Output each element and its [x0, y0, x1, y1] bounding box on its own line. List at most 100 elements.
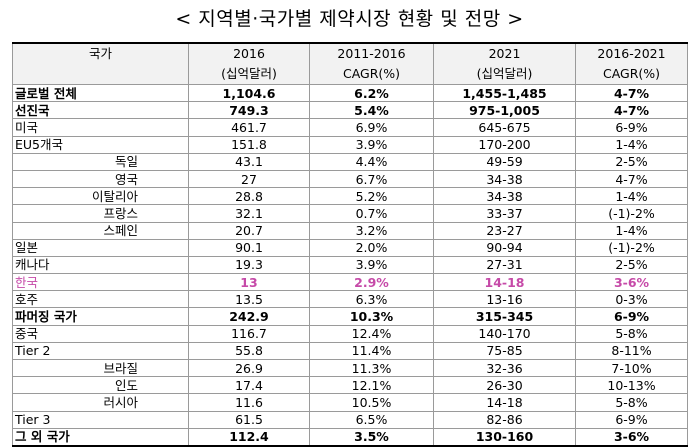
- country-name: 미국: [12, 118, 189, 137]
- value-2016: 28.8: [188, 187, 310, 206]
- cagr-2011-2016: 11.3%: [309, 358, 434, 378]
- cagr-2011-2016: 10.3%: [309, 307, 434, 326]
- cagr-2011-2016: 6.5%: [309, 410, 434, 429]
- cagr-2016-2021: 1-4%: [575, 221, 688, 240]
- value-2021: 26-30: [433, 376, 576, 395]
- value-2021: 34-38: [433, 169, 576, 189]
- value-2016: 20.7: [188, 221, 310, 240]
- header-country-blank: [12, 64, 189, 85]
- country-name: Tier 3: [12, 410, 189, 429]
- value-2021: 170-200: [433, 135, 576, 154]
- table-row: 캐나다 19.3 3.9% 27-31 2-5%: [12, 255, 688, 275]
- country-name: 선진국: [12, 101, 189, 120]
- country-name: 스페인: [12, 221, 189, 240]
- value-2016: 242.9: [188, 307, 310, 326]
- value-2021: 975-1,005: [433, 101, 576, 120]
- value-2016: 13.5: [188, 290, 310, 309]
- country-name: 한국: [12, 273, 189, 292]
- cagr-2016-2021: 3-6%: [575, 273, 688, 292]
- value-2016: 151.8: [188, 135, 310, 154]
- table-row: 호주 13.5 6.3% 13-16 0-3%: [12, 290, 688, 309]
- value-2021: 140-170: [433, 324, 576, 343]
- value-2016: 61.5: [188, 410, 310, 429]
- table-row: Tier 2 55.8 11.4% 75-85 8-11%: [12, 341, 688, 361]
- cagr-2011-2016: 11.4%: [309, 341, 434, 361]
- cagr-2011-2016: 6.7%: [309, 169, 434, 189]
- cagr-2011-2016: 10.5%: [309, 393, 434, 412]
- value-2021: 645-675: [433, 118, 576, 137]
- country-name: EU5개국: [12, 135, 189, 154]
- cagr-2011-2016: 6.2%: [309, 83, 434, 103]
- table-row: 브라질 26.9 11.3% 32-36 7-10%: [12, 358, 688, 378]
- value-2021: 34-38: [433, 187, 576, 206]
- value-2016: 1,104.6: [188, 83, 310, 103]
- cagr-2016-2021: 3-6%: [575, 427, 688, 447]
- cagr-2011-2016: 3.9%: [309, 135, 434, 154]
- header-2016: 2016: [188, 42, 310, 64]
- table-row: EU5개국 151.8 3.9% 170-200 1-4%: [12, 135, 688, 154]
- country-name: 이탈리아: [12, 187, 189, 206]
- cagr-2016-2021: 4-7%: [575, 101, 688, 120]
- value-2016: 13: [188, 273, 310, 292]
- cagr-2016-2021: 2-5%: [575, 152, 688, 171]
- table-row: Tier 3 61.5 6.5% 82-86 6-9%: [12, 410, 688, 429]
- value-2021: 1,455-1,485: [433, 83, 576, 103]
- country-name: 파머징 국가: [12, 307, 189, 326]
- cagr-2011-2016: 2.9%: [309, 273, 434, 292]
- country-name: 인도: [12, 376, 189, 395]
- cagr-2011-2016: 3.2%: [309, 221, 434, 240]
- cagr-2016-2021: 10-13%: [575, 376, 688, 395]
- table-row: 스페인 20.7 3.2% 23-27 1-4%: [12, 221, 688, 240]
- value-2016: 90.1: [188, 238, 310, 257]
- table-row: 선진국 749.3 5.4% 975-1,005 4-7%: [12, 101, 688, 120]
- cagr-2011-2016: 3.9%: [309, 255, 434, 275]
- value-2016: 11.6: [188, 393, 310, 412]
- header-row-top: 국가 2016 2011-2016 2021 2016-2021: [12, 42, 688, 64]
- country-name: 그 외 국가: [12, 427, 189, 447]
- table-row: 그 외 국가 112.4 3.5% 130-160 3-6%: [12, 427, 688, 447]
- value-2016: 461.7: [188, 118, 310, 137]
- pharma-market-table: 국가 2016 2011-2016 2021 2016-2021 (십억달러) …: [12, 42, 688, 447]
- table-row: 미국 461.7 6.9% 645-675 6-9%: [12, 118, 688, 137]
- value-2016: 27: [188, 169, 310, 189]
- header-2016-unit: (십억달러): [188, 64, 310, 85]
- value-2021: 13-16: [433, 290, 576, 309]
- value-2016: 55.8: [188, 341, 310, 361]
- value-2016: 26.9: [188, 358, 310, 378]
- cagr-2016-2021: 6-9%: [575, 410, 688, 429]
- value-2021: 14-18: [433, 273, 576, 292]
- header-cagr1-unit: CAGR(%): [309, 64, 434, 85]
- country-name: 일본: [12, 238, 189, 257]
- header-cagr2-unit: CAGR(%): [575, 64, 688, 85]
- table-row: 러시아 11.6 10.5% 14-18 5-8%: [12, 393, 688, 412]
- cagr-2016-2021: 4-7%: [575, 169, 688, 189]
- country-name: 중국: [12, 324, 189, 343]
- cagr-2011-2016: 12.1%: [309, 376, 434, 395]
- cagr-2011-2016: 12.4%: [309, 324, 434, 343]
- cagr-2011-2016: 6.3%: [309, 290, 434, 309]
- header-2021: 2021: [433, 42, 576, 64]
- value-2021: 75-85: [433, 341, 576, 361]
- cagr-2016-2021: 8-11%: [575, 341, 688, 361]
- value-2016: 19.3: [188, 255, 310, 275]
- cagr-2016-2021: 4-7%: [575, 83, 688, 103]
- value-2021: 27-31: [433, 255, 576, 275]
- table-row: 글로벌 전체 1,104.6 6.2% 1,455-1,485 4-7%: [12, 83, 688, 103]
- value-2016: 116.7: [188, 324, 310, 343]
- cagr-2016-2021: 5-8%: [575, 393, 688, 412]
- table-row: 일본 90.1 2.0% 90-94 (-1)-2%: [12, 238, 688, 257]
- table-row-highlighted: 한국 13 2.9% 14-18 3-6%: [12, 273, 688, 292]
- value-2016: 32.1: [188, 204, 310, 223]
- header-cagr-2011-2016: 2011-2016: [309, 42, 434, 64]
- table-row: 독일 43.1 4.4% 49-59 2-5%: [12, 152, 688, 171]
- header-row-bottom: (십억달러) CAGR(%) (십억달러) CAGR(%): [12, 64, 688, 85]
- country-name: 호주: [12, 290, 189, 309]
- cagr-2011-2016: 2.0%: [309, 238, 434, 257]
- country-name: 캐나다: [12, 255, 189, 275]
- value-2021: 32-36: [433, 358, 576, 378]
- cagr-2016-2021: 1-4%: [575, 187, 688, 206]
- cagr-2016-2021: 1-4%: [575, 135, 688, 154]
- header-country: 국가: [12, 42, 189, 64]
- cagr-2016-2021: (-1)-2%: [575, 204, 688, 223]
- value-2016: 112.4: [188, 427, 310, 447]
